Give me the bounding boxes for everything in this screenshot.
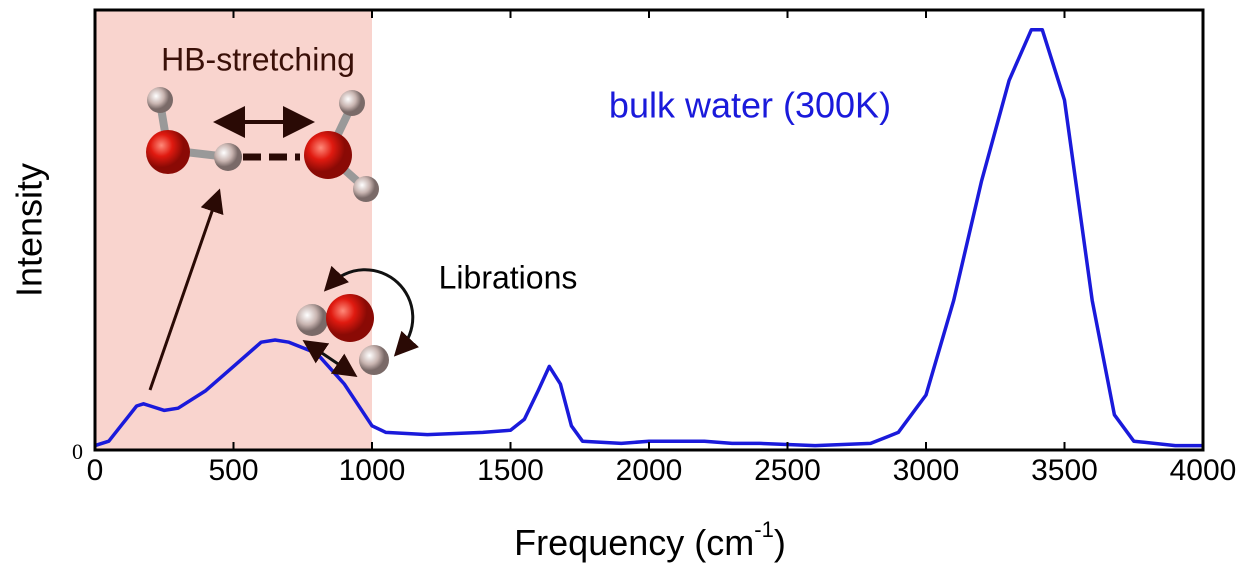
annotation: HB-stretching bbox=[161, 41, 355, 77]
x-tick-label: 4000 bbox=[1170, 454, 1237, 487]
x-tick-label: 3500 bbox=[1031, 454, 1098, 487]
x-axis-label: Frequency (cm-1) bbox=[514, 517, 786, 563]
x-tick-label: 2500 bbox=[754, 454, 821, 487]
y-axis-label: Intensity bbox=[9, 163, 50, 297]
x-tick-label: 2000 bbox=[616, 454, 683, 487]
chart: Intensity Frequency (cm-1) HB-stretching… bbox=[0, 0, 1253, 567]
x-tick-label: 1500 bbox=[477, 454, 544, 487]
x-tick-label: 1000 bbox=[339, 454, 406, 487]
x-tick-label: 500 bbox=[208, 454, 258, 487]
x-tick-label: 3000 bbox=[893, 454, 960, 487]
x-tick-label: 0 bbox=[87, 454, 104, 487]
y-tick-label: 0 bbox=[72, 439, 83, 464]
annotation: Librations bbox=[439, 259, 578, 295]
annotation: bulk water (300K) bbox=[609, 85, 891, 126]
